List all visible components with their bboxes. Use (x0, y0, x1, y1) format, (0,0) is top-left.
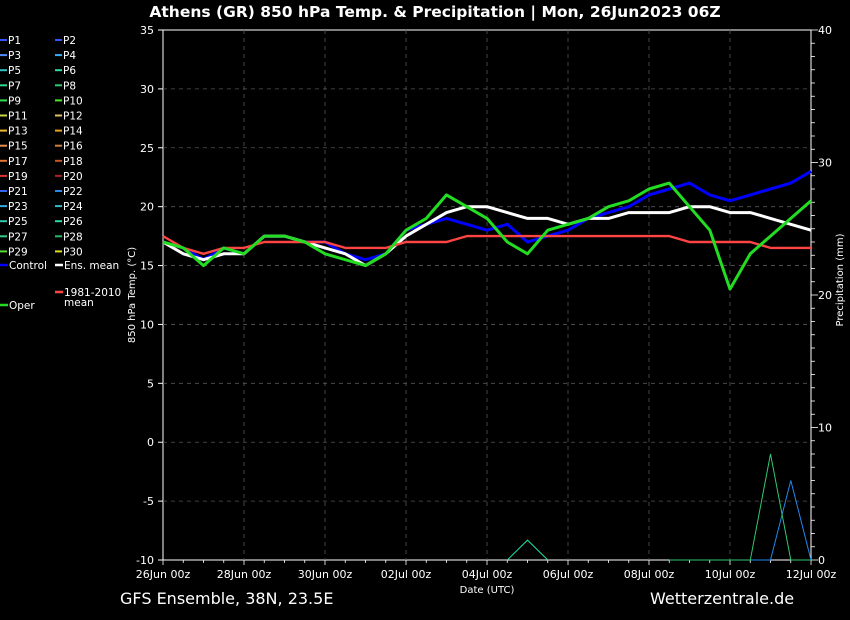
y-right-tick-label: 40 (818, 24, 832, 37)
footer-source: GFS Ensemble, 38N, 23.5E (120, 589, 333, 608)
y-axis-left-label: 850 hPa Temp. (°C) (127, 247, 138, 343)
x-tick-label: 26Jun 00z (136, 568, 191, 581)
legend-label: P28 (63, 231, 83, 243)
y-axis-left: 35 30 25 20 15 10 5 0 -5 -10 (136, 24, 163, 567)
legend-label: P26 (63, 216, 83, 228)
footer-site: Wetterzentrale.de (650, 589, 794, 608)
legend-label: P3 (8, 50, 21, 62)
x-tick-label: 08Jul 00z (624, 568, 675, 581)
legend-label: P4 (63, 50, 76, 62)
legend-label: P27 (8, 231, 28, 243)
legend-label: P19 (8, 171, 28, 183)
x-tick-label: 12Jul 00z (786, 568, 837, 581)
x-tick-label: 06Jul 00z (543, 568, 594, 581)
x-tick-label: 30Jun 00z (298, 568, 353, 581)
legend-label: P6 (63, 65, 76, 77)
y-right-tick-label: 10 (818, 422, 832, 435)
legend-label: Control (9, 260, 47, 272)
legend-label: P18 (63, 156, 83, 168)
legend-label: P10 (63, 95, 83, 107)
legend-label: P22 (63, 186, 83, 198)
legend-label: P21 (8, 186, 28, 198)
legend-label: Ens. mean (64, 260, 119, 272)
y-tick-label: 5 (147, 377, 154, 390)
legend-label: P5 (8, 65, 21, 77)
series-oper (162, 181, 812, 291)
legend-label: P13 (8, 126, 28, 138)
y-tick-label: 10 (140, 318, 154, 331)
legend-label: P11 (8, 111, 28, 123)
legend: P1 P2 P3 P4 P5 P6 P7 P8 P9 P10 P11 P12 P13 P14 P15 P16 P… (0, 35, 121, 312)
chart-title: Athens (GR) 850 hPa Temp. & Precipitatio… (149, 3, 720, 22)
legend-label: P30 (63, 246, 83, 258)
y-tick-label: -5 (143, 495, 154, 508)
legend-label: Oper (9, 300, 35, 312)
y-tick-label: 20 (140, 201, 154, 214)
precip-series-p22 (669, 480, 812, 561)
legend-label: P16 (63, 141, 83, 153)
legend-label: P23 (8, 201, 28, 213)
y-right-tick-label: 30 (818, 157, 832, 170)
legend-label: mean (64, 297, 94, 309)
y-right-tick-label: 0 (818, 554, 825, 567)
precipitation-lines (506, 453, 812, 561)
y-right-tick-label: 20 (818, 289, 832, 302)
legend-label: 1981-2010 (64, 287, 121, 299)
x-tick-label: 10Jul 00z (705, 568, 756, 581)
legend-label: P1 (8, 35, 21, 47)
x-tick-label: 02Jul 00z (381, 568, 432, 581)
x-axis-label: Date (UTC) (460, 585, 515, 596)
y-tick-label: 30 (140, 83, 154, 96)
precip-series-p26 (506, 539, 549, 561)
y-axis-right-label: Precipitation (mm) (835, 233, 846, 326)
legend-label: P2 (63, 35, 76, 47)
x-tick-label: 04Jul 00z (462, 568, 513, 581)
y-tick-label: 15 (140, 260, 154, 273)
x-axis: 26Jun 00z 28Jun 00z 30Jun 00z 02Jul 00z 04Ju… (136, 560, 837, 581)
legend-label: P15 (8, 141, 28, 153)
y-tick-label: -10 (136, 554, 154, 567)
y-axis-right: 40 30 20 10 0 (811, 24, 832, 567)
legend-label: P29 (8, 246, 28, 258)
legend-label: P12 (63, 111, 83, 123)
legend-label: P24 (63, 201, 83, 213)
temperature-lines (162, 170, 812, 291)
y-tick-label: 35 (140, 24, 154, 37)
legend-label: P9 (8, 95, 21, 107)
grid (163, 30, 811, 560)
legend-label: P17 (8, 156, 28, 168)
series-1981-2010-mean (162, 234, 811, 256)
y-tick-label: 0 (147, 436, 154, 449)
x-tick-label: 28Jun 00z (217, 568, 272, 581)
y-tick-label: 25 (140, 142, 154, 155)
legend-label: P8 (63, 80, 76, 92)
legend-label: P14 (63, 126, 83, 138)
legend-label: P20 (63, 171, 83, 183)
precip-series-p8 (669, 453, 811, 561)
legend-label: P7 (8, 80, 21, 92)
legend-label: P25 (8, 216, 28, 228)
